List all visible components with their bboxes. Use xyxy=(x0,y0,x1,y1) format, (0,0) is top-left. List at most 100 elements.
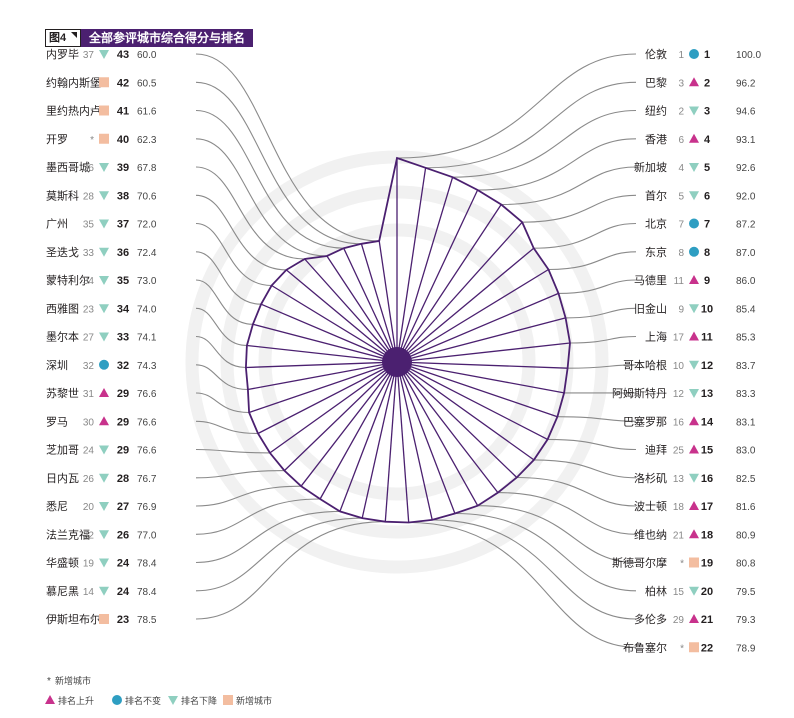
radar-spoke xyxy=(319,361,398,500)
rank-change-marker xyxy=(99,530,109,540)
rank-change-marker xyxy=(99,473,109,483)
city-label: 圣迭戈 xyxy=(46,246,79,259)
radar-spoke xyxy=(252,323,398,363)
rank-value: 42 xyxy=(117,77,129,89)
rank-value: 7 xyxy=(704,219,710,231)
previous-rank: 23 xyxy=(83,304,95,315)
rank-change-marker xyxy=(689,416,699,426)
rank-value: 26 xyxy=(117,529,129,541)
connector-line xyxy=(501,166,637,206)
radar-spoke xyxy=(257,361,398,435)
rank-change-marker xyxy=(99,191,109,201)
rank-change-marker xyxy=(689,331,699,341)
rank-value: 17 xyxy=(701,501,713,513)
rank-value: 29 xyxy=(117,445,129,457)
rank-change-marker xyxy=(689,246,699,257)
rank-value: 3 xyxy=(704,106,710,118)
rank-value: 21 xyxy=(701,614,713,626)
radar-spoke xyxy=(396,247,535,363)
rank-change-marker xyxy=(99,77,109,88)
previous-rank: 19 xyxy=(83,559,95,570)
radar-spoke xyxy=(396,189,479,363)
rank-change-marker xyxy=(689,49,699,59)
score-value: 85.4 xyxy=(736,304,756,315)
rank-value: 10 xyxy=(701,303,713,315)
city-label: 广州 xyxy=(46,218,68,231)
city-label: 深圳 xyxy=(46,359,68,372)
city-label: 伦敦 xyxy=(645,47,667,61)
score-value: 78.5 xyxy=(137,615,157,626)
city-label: 墨西哥城 xyxy=(46,161,90,174)
radar-spoke xyxy=(396,361,433,521)
previous-rank: 33 xyxy=(83,248,95,259)
legend-label-same: 排名不变 xyxy=(125,695,161,706)
radar-spoke xyxy=(245,361,398,369)
city-label: 法兰克福 xyxy=(46,527,90,541)
score-value: 83.3 xyxy=(736,389,756,400)
radar-spoke xyxy=(247,361,398,391)
rank-value: 18 xyxy=(701,529,713,541)
radar-spoke xyxy=(396,361,548,440)
previous-rank: 31 xyxy=(83,389,95,400)
connector-line xyxy=(195,364,248,391)
rank-change-marker xyxy=(99,163,109,172)
rank-change-marker xyxy=(99,359,109,370)
previous-rank: * xyxy=(90,107,94,118)
city-label: 阿姆斯特丹 xyxy=(612,386,667,400)
score-value: 87.0 xyxy=(736,248,756,259)
city-label: 巴塞罗那 xyxy=(623,414,667,428)
previous-rank: 25 xyxy=(673,446,685,457)
radar-spoke xyxy=(396,167,427,363)
city-label: 墨尔本 xyxy=(46,330,79,344)
city-label: 约翰内斯堡 xyxy=(46,75,101,89)
previous-rank: 7 xyxy=(678,220,684,231)
score-value: 80.8 xyxy=(736,559,756,570)
city-label: 伊斯坦布尔 xyxy=(46,612,101,626)
rank-value: 29 xyxy=(117,416,129,428)
previous-rank: 9 xyxy=(678,304,684,315)
city-label: 上海 xyxy=(645,330,667,344)
rank-value: 29 xyxy=(117,388,129,400)
score-value: 67.8 xyxy=(137,163,157,174)
score-value: 76.6 xyxy=(137,446,157,457)
score-value: 94.6 xyxy=(736,107,756,118)
city-label: 华盛顿 xyxy=(46,556,79,570)
previous-rank: 26 xyxy=(83,474,95,485)
score-value: 76.6 xyxy=(137,389,157,400)
connector-line xyxy=(195,53,380,242)
connector-line xyxy=(548,251,637,271)
rank-value: 28 xyxy=(117,473,129,485)
radar-spoke xyxy=(271,284,398,363)
previous-rank: 34 xyxy=(83,276,95,287)
score-value: 76.9 xyxy=(137,502,157,513)
radar-spoke xyxy=(343,247,398,363)
rank-value: 1 xyxy=(704,49,710,61)
score-value: 92.6 xyxy=(736,163,756,174)
score-value: 79.5 xyxy=(736,587,756,598)
rank-change-marker xyxy=(689,557,699,568)
connector-line xyxy=(522,194,637,223)
rank-change-marker xyxy=(689,133,699,143)
previous-rank: 12 xyxy=(673,389,685,400)
rank-value: 11 xyxy=(701,332,713,344)
rank-change-marker xyxy=(99,388,109,397)
legend-marker-new xyxy=(223,695,233,705)
connector-line xyxy=(195,109,344,249)
score-value: 83.7 xyxy=(736,361,756,372)
radar-spoke xyxy=(396,221,523,363)
city-label: 香港 xyxy=(645,133,667,146)
previous-rank: 32 xyxy=(83,361,95,372)
legend-new-note-text: 新增城市 xyxy=(55,675,91,686)
score-value: 74.3 xyxy=(137,361,157,372)
radar-spoke xyxy=(396,361,518,478)
city-label: 马德里 xyxy=(634,273,667,287)
previous-rank: 13 xyxy=(673,474,685,485)
connector-line xyxy=(195,420,259,435)
score-value: 73.0 xyxy=(137,276,157,287)
rank-value: 16 xyxy=(701,473,713,485)
rank-value: 37 xyxy=(117,219,129,231)
rank-change-marker xyxy=(99,105,109,116)
score-value: 96.2 xyxy=(736,78,756,89)
previous-rank: 28 xyxy=(83,191,95,202)
